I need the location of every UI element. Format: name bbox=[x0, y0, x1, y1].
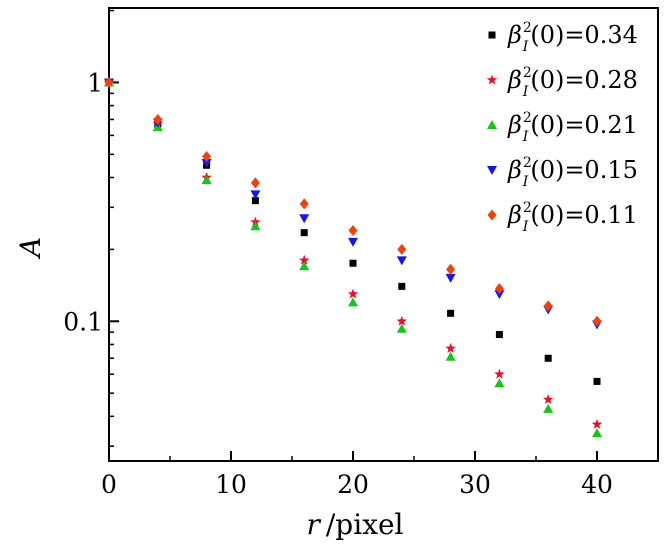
legend-marker bbox=[487, 120, 497, 129]
legend-sub: I bbox=[522, 39, 529, 55]
data-point bbox=[494, 368, 505, 379]
legend-sup: 2 bbox=[523, 200, 532, 216]
data-point bbox=[494, 378, 505, 388]
data-point bbox=[348, 224, 358, 236]
data-point bbox=[347, 288, 359, 299]
data-point bbox=[397, 243, 407, 255]
data-point bbox=[495, 331, 503, 339]
x-axis-label: r/pixel bbox=[306, 508, 403, 541]
data-point bbox=[299, 214, 310, 224]
data-point bbox=[201, 175, 212, 185]
data-point bbox=[592, 315, 602, 327]
legend-sub: I bbox=[522, 129, 529, 145]
legend-item: β2 I(0)=0.28 bbox=[486, 65, 638, 100]
y-tick-label: 1 bbox=[87, 68, 103, 97]
data-point bbox=[299, 198, 309, 210]
data-point bbox=[494, 283, 504, 295]
legend-value: (0)=0.34 bbox=[530, 21, 638, 49]
legend-marker bbox=[487, 166, 497, 175]
legend-value: (0)=0.21 bbox=[530, 111, 638, 139]
data-point bbox=[592, 428, 602, 438]
legend-value: (0)=0.15 bbox=[530, 156, 638, 184]
data-point bbox=[250, 190, 261, 200]
data-point bbox=[298, 254, 310, 265]
data-point bbox=[494, 290, 505, 300]
legend-item: β2 I(0)=0.21 bbox=[487, 110, 638, 145]
legend-label: β2 I(0)=0.21 bbox=[507, 110, 638, 145]
legend-sup: 2 bbox=[523, 20, 532, 36]
legend-beta: β bbox=[507, 111, 522, 139]
data-point bbox=[398, 282, 406, 290]
legend-value: (0)=0.11 bbox=[530, 201, 638, 229]
legend-value: (0)=0.28 bbox=[530, 66, 638, 94]
data-point bbox=[445, 342, 456, 353]
legend-item: β2 I(0)=0.15 bbox=[487, 155, 638, 190]
data-point bbox=[153, 113, 163, 125]
legend-item: β2 I(0)=0.11 bbox=[487, 200, 638, 235]
data-point bbox=[396, 323, 407, 333]
legend-beta: β bbox=[507, 66, 522, 94]
x-tick-label: 40 bbox=[581, 470, 613, 499]
legend-marker bbox=[488, 31, 496, 39]
data-point bbox=[201, 158, 212, 168]
legend-sub: I bbox=[522, 84, 529, 100]
legend-label: β2 I(0)=0.28 bbox=[507, 65, 638, 100]
data-markers bbox=[103, 76, 603, 438]
x-axis-symbol: r bbox=[306, 508, 321, 541]
x-tick-label: 30 bbox=[459, 470, 491, 499]
data-point bbox=[299, 261, 310, 271]
data-point bbox=[445, 351, 456, 361]
data-point bbox=[396, 256, 407, 266]
data-point bbox=[542, 394, 554, 405]
x-tick-label: 10 bbox=[215, 470, 247, 499]
data-point bbox=[104, 76, 114, 88]
data-point bbox=[349, 259, 357, 267]
data-point bbox=[251, 197, 259, 205]
legend-sup: 2 bbox=[523, 110, 532, 126]
data-point bbox=[593, 377, 601, 385]
x-axis-unit: /pixel bbox=[326, 508, 404, 541]
data-point bbox=[446, 263, 456, 275]
legend-label: β2 I(0)=0.15 bbox=[507, 155, 638, 190]
x-tick-label: 0 bbox=[101, 470, 117, 499]
data-point bbox=[250, 221, 261, 231]
data-point bbox=[591, 418, 603, 429]
data-point bbox=[202, 150, 212, 162]
y-tick-label: 0.1 bbox=[63, 307, 103, 336]
legend-label: β2 I(0)=0.11 bbox=[507, 200, 638, 235]
data-point bbox=[447, 309, 455, 317]
data-point bbox=[300, 229, 308, 237]
x-tick-label: 20 bbox=[337, 470, 369, 499]
data-point bbox=[445, 273, 456, 283]
legend-marker bbox=[486, 74, 498, 85]
legend-item: β2 I(0)=0.34 bbox=[488, 20, 638, 55]
legend-sub: I bbox=[522, 219, 529, 235]
legend-beta: β bbox=[507, 201, 522, 229]
legend-beta: β bbox=[507, 21, 522, 49]
legend-marker bbox=[487, 209, 497, 221]
axis-ticks bbox=[108, 9, 598, 461]
plot-frame bbox=[108, 7, 659, 462]
data-point bbox=[250, 177, 260, 189]
data-point bbox=[543, 300, 553, 312]
data-point bbox=[348, 297, 358, 307]
data-point bbox=[396, 315, 408, 326]
series-4 bbox=[104, 76, 602, 327]
legend-beta: β bbox=[507, 156, 522, 184]
legend-sup: 2 bbox=[523, 65, 532, 81]
series-2 bbox=[104, 77, 602, 438]
legend-label: β2 I(0)=0.34 bbox=[507, 20, 638, 55]
legend-sub: I bbox=[522, 174, 529, 190]
y-axis-label: A bbox=[14, 237, 47, 260]
data-point bbox=[348, 237, 358, 247]
tick-labels: 0 10 20 30 40 0.1 1 bbox=[63, 68, 613, 499]
data-point bbox=[543, 403, 554, 413]
legend-sup: 2 bbox=[523, 155, 532, 171]
data-point bbox=[544, 354, 552, 362]
